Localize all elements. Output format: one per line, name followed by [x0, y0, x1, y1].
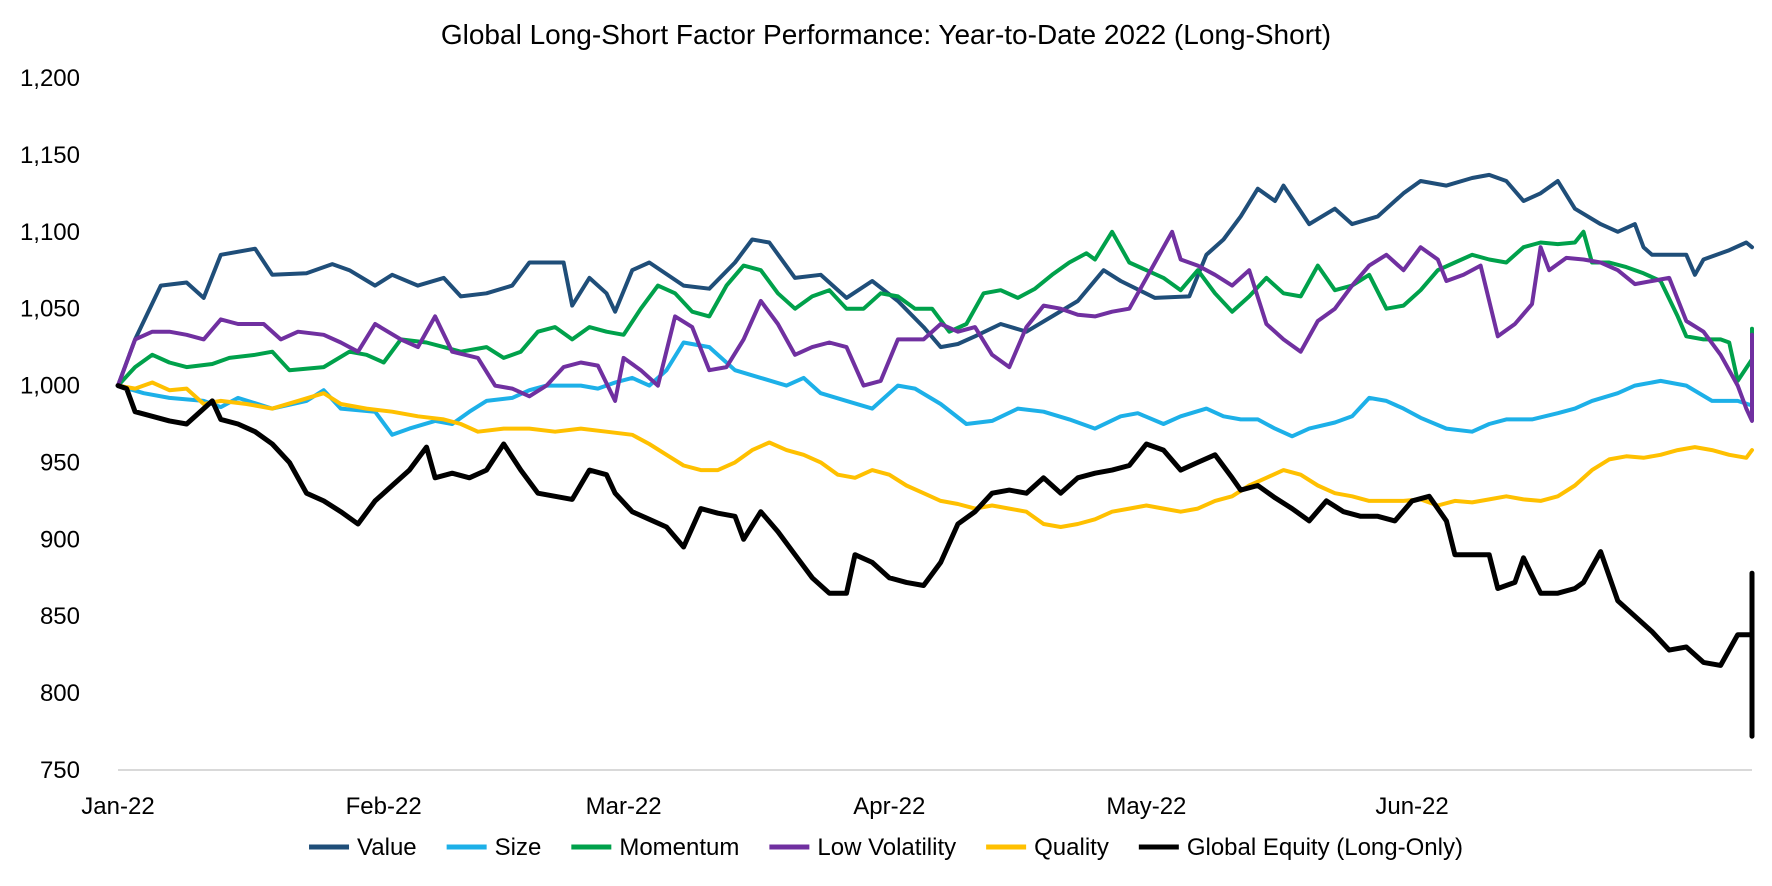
- x-axis: Jan-22 Feb-22 Mar-22 Apr-22 May-22 Jun-22: [81, 769, 1752, 820]
- series-line-low-volatility: [116, 229, 1754, 423]
- legend-label: Low Volatility: [817, 834, 956, 861]
- legend: Value Size Momentum Low Volatility Quality Gl…: [309, 834, 1463, 861]
- legend-item: Quality: [986, 834, 1109, 861]
- x-tick-label: Feb-22: [346, 793, 422, 820]
- y-tick-label: 1,200: [20, 65, 80, 92]
- legend-item: Value: [309, 834, 417, 861]
- series-line-quality: [116, 380, 1754, 529]
- y-tick-label: 900: [40, 526, 80, 553]
- series-line-global-equity-long-only: [115, 383, 1755, 739]
- legend-item: Low Volatility: [769, 834, 956, 861]
- y-axis: 750 800 850 900 950 1,000 1,050 1,100 1,150 1,200: [20, 65, 80, 784]
- legend-item: Momentum: [571, 834, 739, 861]
- y-tick-label: 800: [40, 680, 80, 707]
- y-tick-label: 950: [40, 449, 80, 476]
- x-tick-label: Jan-22: [81, 793, 154, 820]
- legend-label: Global Equity (Long-Only): [1187, 834, 1463, 861]
- x-tick-label: Jun-22: [1375, 793, 1448, 820]
- x-tick-label: May-22: [1106, 793, 1186, 820]
- legend-label: Value: [357, 834, 417, 861]
- series-line-momentum: [116, 229, 1754, 388]
- y-tick-label: 1,050: [20, 296, 80, 323]
- x-tick-label: Mar-22: [586, 793, 662, 820]
- x-tick-label: Apr-22: [853, 793, 925, 820]
- y-tick-label: 1,100: [20, 219, 80, 246]
- series-layer: [115, 172, 1755, 739]
- legend-label: Size: [495, 834, 542, 861]
- legend-item: Size: [446, 834, 542, 861]
- y-tick-label: 850: [40, 603, 80, 630]
- y-tick-label: 1,150: [20, 142, 80, 169]
- y-tick-label: 750: [40, 757, 80, 784]
- y-tick-label: 1,000: [20, 373, 80, 400]
- series-line-size: [116, 340, 1754, 439]
- legend-label: Momentum: [619, 834, 739, 861]
- legend-item: Global Equity (Long-Only): [1138, 834, 1463, 861]
- legend-label: Quality: [1034, 834, 1109, 861]
- chart-title: Global Long-Short Factor Performance: Ye…: [441, 19, 1331, 50]
- series-line-value: [116, 172, 1754, 388]
